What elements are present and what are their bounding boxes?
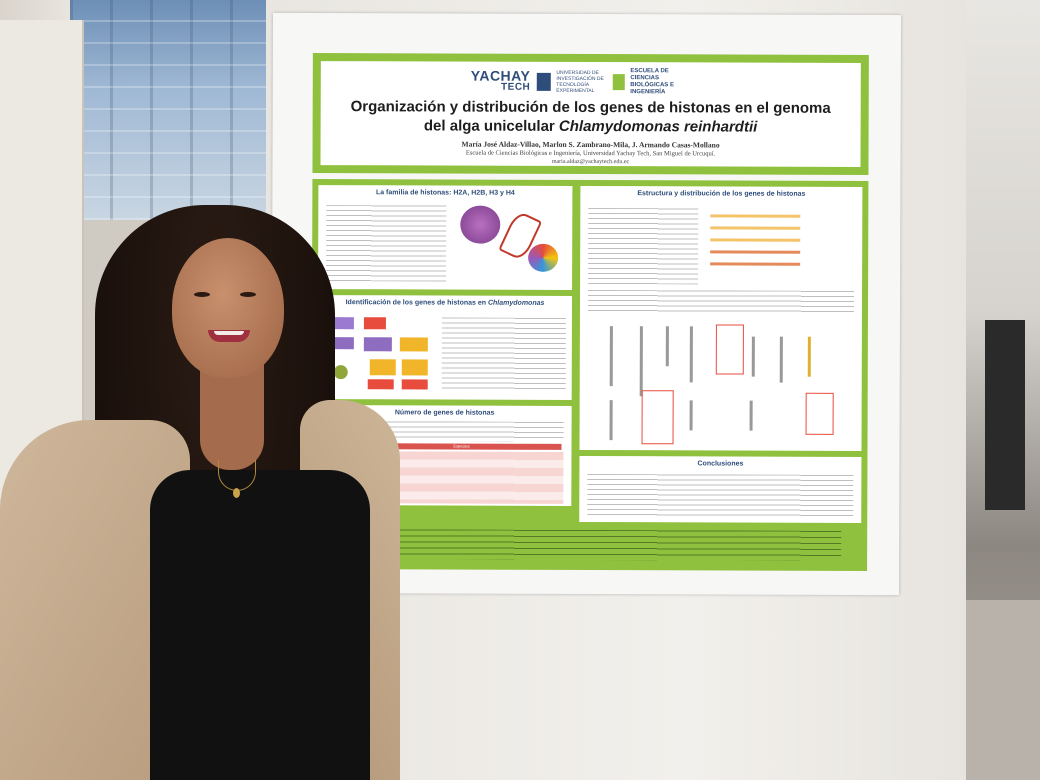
panel-conclusiones: Conclusiones <box>579 455 862 523</box>
flow-box <box>401 379 428 390</box>
window <box>70 0 270 220</box>
section-title-estructura: Estructura y distribución de los genes d… <box>637 190 806 198</box>
brand-subtitle: UNIVERSIDAD DE INVESTIGACIÓN DE TECNOLOG… <box>556 69 604 95</box>
poster-authors: María José Aldaz-Villao, Marlon S. Zambr… <box>461 139 720 150</box>
chromosome-bar <box>779 336 783 383</box>
flow-box <box>363 337 392 352</box>
gene-cluster-bar <box>710 238 801 242</box>
gene-cluster-bar <box>710 262 801 266</box>
gene-cluster-bar <box>710 226 801 230</box>
nucleosome-illustration <box>528 243 559 272</box>
highlighted-chromosome <box>715 324 744 375</box>
poster-title: Organización y distribución de los genes… <box>321 97 861 137</box>
chromosome-bar <box>609 400 613 441</box>
person-neck <box>200 360 264 470</box>
highlighted-chromosome <box>805 392 834 435</box>
section-title-familia: La familia de histonas: H2A, H2B, H3 y H… <box>375 189 515 197</box>
dark-doorway <box>985 320 1025 510</box>
text-block <box>441 317 566 392</box>
flow-box <box>367 379 394 390</box>
section-title-identificacion-b: Chlamydomonas <box>487 299 545 307</box>
window-building-reflection <box>70 0 270 220</box>
chromosome-bar <box>751 336 755 377</box>
flow-box <box>399 337 428 352</box>
school-logo-icon <box>612 74 625 91</box>
dna-logo-icon <box>536 72 551 91</box>
flow-box <box>401 359 428 376</box>
panel-identificacion: Identificación de los genes de histonas … <box>317 295 573 400</box>
university-logo: YACHAY TECH UNIVERSIDAD DE INVESTIGACIÓN… <box>470 67 691 96</box>
poster-header: YACHAY TECH UNIVERSIDAD DE INVESTIGACIÓN… <box>320 61 861 167</box>
chromosome-bar <box>807 336 811 377</box>
section-title-conclusiones: Conclusiones <box>697 460 744 468</box>
flow-box <box>363 317 386 330</box>
section-title-identificacion: Identificación de los genes de histonas … <box>318 295 572 307</box>
panel-familia: La familia de histonas: H2A, H2B, H3 y H… <box>318 185 573 290</box>
chromosome-bar <box>609 326 613 387</box>
flow-box <box>331 337 354 350</box>
floor <box>966 600 1040 780</box>
poster-affiliation: Escuela de Ciencias Biológicas e Ingenie… <box>465 149 716 158</box>
white-pillar <box>0 20 84 500</box>
gene-cluster-bar <box>710 214 801 218</box>
black-top <box>150 470 370 780</box>
flow-box <box>369 359 396 376</box>
poster-title-line2: del alga unicelular <box>423 117 559 135</box>
school-name: ESCUELA DE CIENCIAS BIOLÓGICAS E INGENIE… <box>630 68 674 96</box>
poster-title-line1: Organización y distribución de los genes… <box>350 98 831 117</box>
panel-estructura: Estructura y distribución de los genes d… <box>579 185 863 451</box>
highlighted-chromosome <box>641 390 674 445</box>
chromosome-bar <box>749 400 753 431</box>
text-block <box>587 474 854 519</box>
left-eye <box>194 292 210 297</box>
section-title-identificacion-a: Identificación de los genes de histonas … <box>345 299 488 307</box>
right-eye <box>240 292 256 297</box>
poster-email: maria.aldaz@yachaytech.edu.ec <box>551 158 630 166</box>
person-face <box>172 238 284 378</box>
text-block <box>587 290 855 313</box>
flow-box <box>331 317 354 330</box>
text-block <box>326 205 447 282</box>
poster-title-species: Chlamydomonas reinhardtii <box>558 117 758 136</box>
teeth <box>214 331 244 335</box>
brand-name-line1: YACHAY <box>470 67 531 84</box>
chromosome-bar <box>689 326 693 383</box>
brand-name-line2: TECH <box>501 81 531 93</box>
chromosome-bar <box>639 326 643 397</box>
text-block <box>588 208 699 285</box>
necklace-pendant <box>233 488 240 498</box>
algae-cell-illustration <box>333 365 348 380</box>
chromosome-bar <box>665 326 669 367</box>
nucleus-illustration <box>460 205 501 244</box>
chromosome-bar <box>689 400 693 431</box>
poster-header-frame: YACHAY TECH UNIVERSIDAD DE INVESTIGACIÓN… <box>312 53 869 175</box>
gene-cluster-bar <box>710 250 801 254</box>
